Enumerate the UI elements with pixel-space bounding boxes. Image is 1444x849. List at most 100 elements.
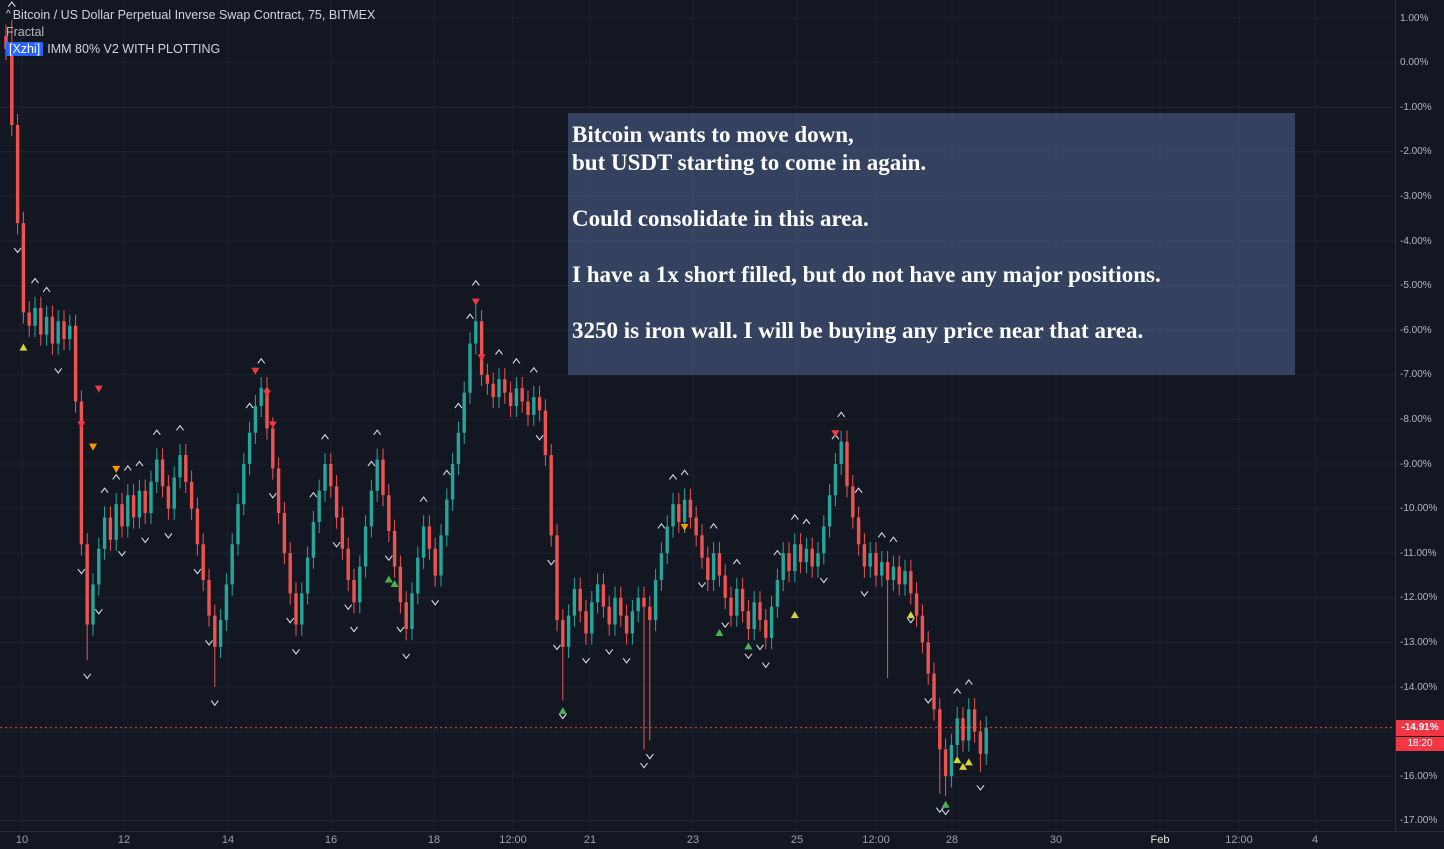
warn-triangle-icon [680,523,689,531]
candle-body [514,388,519,407]
candle-body [636,597,640,612]
candle-body [230,544,234,585]
candle-body [717,553,722,576]
fractal-down-icon [164,533,173,539]
annotation-line [572,233,1295,261]
candle-body [549,455,553,536]
annotation-note[interactable]: Bitcoin wants to move down, but USDT star… [568,113,1295,375]
caution-triangle-icon [790,611,799,619]
time-tick-label: 10 [15,834,29,846]
candle-body [189,481,194,509]
candle-body [201,544,205,580]
candle-body [845,441,849,487]
candle-body [340,517,345,549]
candle-body [149,481,153,514]
fractal-down-icon [640,762,648,769]
fractal-markers [7,1,985,816]
candle-body [479,321,484,375]
fractal-up-icon [953,687,962,694]
candle-body [932,673,936,710]
candle-body [416,557,420,594]
fractal-up-icon [657,522,666,529]
time-tick-label: 4 [1311,834,1319,846]
candle-body [578,588,582,612]
candle-body [595,584,600,603]
time-tick-label: 12:00 [499,834,527,846]
fractal-up-icon [309,491,318,498]
indicator-legend-fractal[interactable]: Fractal [6,23,375,40]
fractal-down-icon [210,700,219,707]
symbol-title: Bitcoin / US Dollar Perpetual Inverse Sw… [12,7,376,22]
candle-body [682,499,687,522]
time-axis[interactable]: 10 12 14 16 18 12:00 21 23 25 12:00 28 30 Feb 12:00 4 [0,831,1444,849]
indicator-imm-label: IMM 80% V2 WITH PLOTTING [47,41,221,56]
fractal-up-icon [964,679,973,685]
fractal-up-icon [680,469,689,476]
candle-body [369,490,374,527]
fractal-down-icon [13,247,22,254]
candle-body [706,557,710,580]
candle-body [723,575,727,598]
fractal-down-icon [976,785,985,791]
candle-body [955,718,959,745]
candle-body [387,495,391,531]
candle-body [445,499,449,536]
candle-body [984,727,988,754]
warn-triangle-icon [112,465,121,473]
annotation-line: Could consolidate in this area. [572,206,869,231]
candle-body [630,611,635,634]
sell-triangle-icon [471,298,480,306]
fractal-down-icon [582,657,590,664]
fractal-up-icon [837,411,846,418]
fractal-down-icon [350,626,358,633]
fractal-up-icon [773,549,782,556]
caution-triangle-icon [964,758,973,766]
fractal-down-icon [941,809,950,816]
fractal-up-icon [466,313,474,320]
indicator-legend-imm[interactable]: [Xzhi] IMM 80% V2 WITH PLOTTING [6,40,375,57]
price-tick-label: -8.00% [1400,413,1432,425]
candle-body [265,388,269,429]
candle-body [839,441,843,464]
price-tick-label: 1.00% [1400,12,1429,24]
candle-body [474,321,478,344]
candle-body [601,584,606,607]
candle-body [810,548,814,567]
candle-body [27,312,31,326]
candle-body [543,410,548,456]
candle-body [271,428,275,469]
candle-body [566,615,571,647]
indicator-fractal-label: Fractal [6,24,45,39]
time-tick-label: 28 [945,834,959,846]
fractal-down-icon [344,604,353,611]
fractal-up-icon [152,429,161,436]
candle-body [700,535,704,558]
price-tick-label: -11.00% [1400,547,1437,559]
candle-body [363,526,368,567]
fractal-up-icon [135,460,144,467]
fractal-down-icon [292,648,300,655]
candle-body [166,486,171,509]
fractal-up-icon [100,487,109,494]
candle-body [764,620,768,638]
candle-body [735,588,739,616]
candle-body [781,553,785,580]
fractal-down-icon [935,807,944,814]
candle-body [491,383,495,398]
fractal-up-icon [790,514,799,520]
sell-triangle-icon [77,421,86,429]
candle-body [740,588,745,612]
candle-body [891,566,896,580]
candle-body [851,486,855,518]
fractal-down-icon [605,648,614,655]
candle-body [160,459,165,487]
candle-body [561,620,565,647]
time-tick-label: 16 [324,834,338,846]
fractal-down-icon [721,622,730,629]
candle-body [648,606,652,621]
price-axis[interactable]: -14.91% 18:20 1.00% 0.00% -1.00% -2.00% -3.0… [1395,0,1444,832]
time-tick-label: 30 [1049,834,1063,846]
symbol-legend-row[interactable]: ^ Bitcoin / US Dollar Perpetual Inverse … [6,6,375,23]
candle-body [21,223,26,313]
